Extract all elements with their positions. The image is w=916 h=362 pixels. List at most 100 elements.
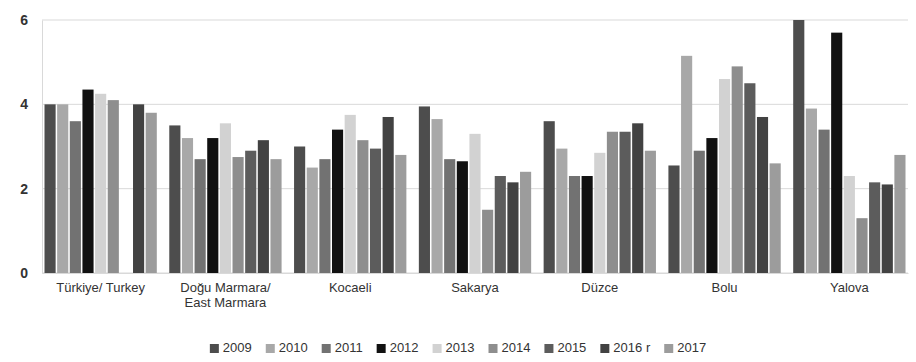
grid-line (42, 20, 908, 21)
series (108, 66, 868, 273)
legend-label: 2009 (223, 340, 252, 355)
legend-swatch (600, 344, 609, 353)
bar (806, 109, 817, 273)
y-tick-label: 2 (20, 181, 28, 197)
legend-item: 2012 (377, 340, 419, 355)
series (70, 121, 830, 273)
x-axis-line (43, 273, 909, 274)
bar (70, 121, 81, 273)
bar (645, 151, 656, 273)
bar (133, 104, 144, 273)
legend-item: 2015 (544, 340, 586, 355)
legend-swatch (266, 344, 275, 353)
bar (770, 163, 781, 273)
y-tick: 4 (20, 96, 42, 112)
series (133, 104, 893, 273)
series (245, 83, 880, 273)
bar (57, 104, 68, 273)
bar (82, 90, 93, 273)
bar (207, 138, 218, 273)
x-tick-label: Türkiye/ Turkey (56, 280, 145, 295)
bar (431, 119, 442, 273)
bar (95, 94, 106, 273)
bar (520, 172, 531, 273)
bar (469, 134, 480, 273)
legend-swatch (664, 344, 673, 353)
legend-swatch (433, 344, 442, 353)
y-tick: 0 (20, 265, 42, 281)
legend-item: 2017 (664, 340, 706, 355)
bar (332, 130, 343, 273)
bar (882, 184, 893, 273)
legend-label: 2010 (279, 340, 308, 355)
bar (44, 104, 55, 273)
bar (383, 117, 394, 273)
bar (732, 66, 743, 273)
series (82, 33, 842, 273)
bar (869, 182, 880, 273)
bar (245, 151, 256, 273)
bar (793, 20, 804, 273)
x-tick-label: Bolu (712, 280, 738, 295)
x-tick-label: Sakarya (451, 280, 499, 295)
bar (569, 176, 580, 273)
grid-line (42, 104, 908, 105)
legend-label: 2017 (677, 340, 706, 355)
x-tick: Yalova (830, 273, 870, 295)
legend-item: 2014 (489, 340, 531, 355)
legend-label: 2011 (335, 340, 363, 355)
bar (220, 123, 231, 273)
series (146, 113, 906, 273)
y-tick-label: 4 (20, 96, 28, 112)
bar (357, 140, 368, 273)
x-tick-label: Doğu Marmara/East Marmara (180, 280, 271, 310)
plot-area: 0 2 4 6 Türkiye/ Turkey Doğu Marmara/East Mar… (20, 12, 908, 310)
legend-swatch (322, 344, 331, 353)
legend-item: 2016 r (600, 340, 651, 355)
bar (894, 155, 905, 273)
legend-label: 2013 (446, 340, 475, 355)
bar (544, 121, 555, 273)
y-tick: 2 (20, 181, 42, 197)
y-tick: 6 (20, 12, 42, 28)
x-tick-label: Kocaeli (329, 280, 372, 295)
legend-label: 2014 (502, 340, 531, 355)
bar (195, 159, 206, 273)
y-tick-label: 6 (20, 12, 28, 28)
bar (345, 115, 356, 273)
legend: 2009 2010 2011 2012 2013 2014 2015 2016 r 2017 (210, 340, 706, 355)
bar (233, 157, 244, 273)
bar (182, 138, 193, 273)
chart: 0 2 4 6 Türkiye/ Turkey Doğu Marmara/East Mar… (0, 0, 916, 362)
legend-label: 2012 (390, 340, 419, 355)
y-tick-label: 0 (20, 265, 28, 281)
legend-label: 2015 (557, 340, 586, 355)
x-tick-label: Düzce (581, 280, 618, 295)
legend-item: 2011 (322, 340, 363, 355)
legend-swatch (544, 344, 553, 353)
bar (681, 56, 692, 273)
bar (757, 117, 768, 273)
bar (607, 132, 618, 273)
legend-item: 2010 (266, 340, 308, 355)
bar (444, 159, 455, 273)
bar (620, 132, 631, 273)
grid (42, 20, 908, 273)
bar (744, 83, 755, 273)
bar (856, 218, 867, 273)
bar (556, 149, 567, 273)
x-tick: Türkiye/ Turkey (56, 273, 145, 295)
bar (307, 168, 318, 273)
x-tick: Sakarya (451, 273, 499, 295)
legend-label: 2016 r (613, 340, 651, 355)
series (57, 56, 817, 273)
bar (818, 130, 829, 273)
x-tick: Kocaeli (329, 273, 372, 295)
bar (582, 176, 593, 273)
series (44, 20, 804, 273)
bar (831, 33, 842, 273)
bar (108, 100, 119, 273)
bar (719, 79, 730, 273)
bar (457, 161, 468, 273)
bar (395, 155, 406, 273)
